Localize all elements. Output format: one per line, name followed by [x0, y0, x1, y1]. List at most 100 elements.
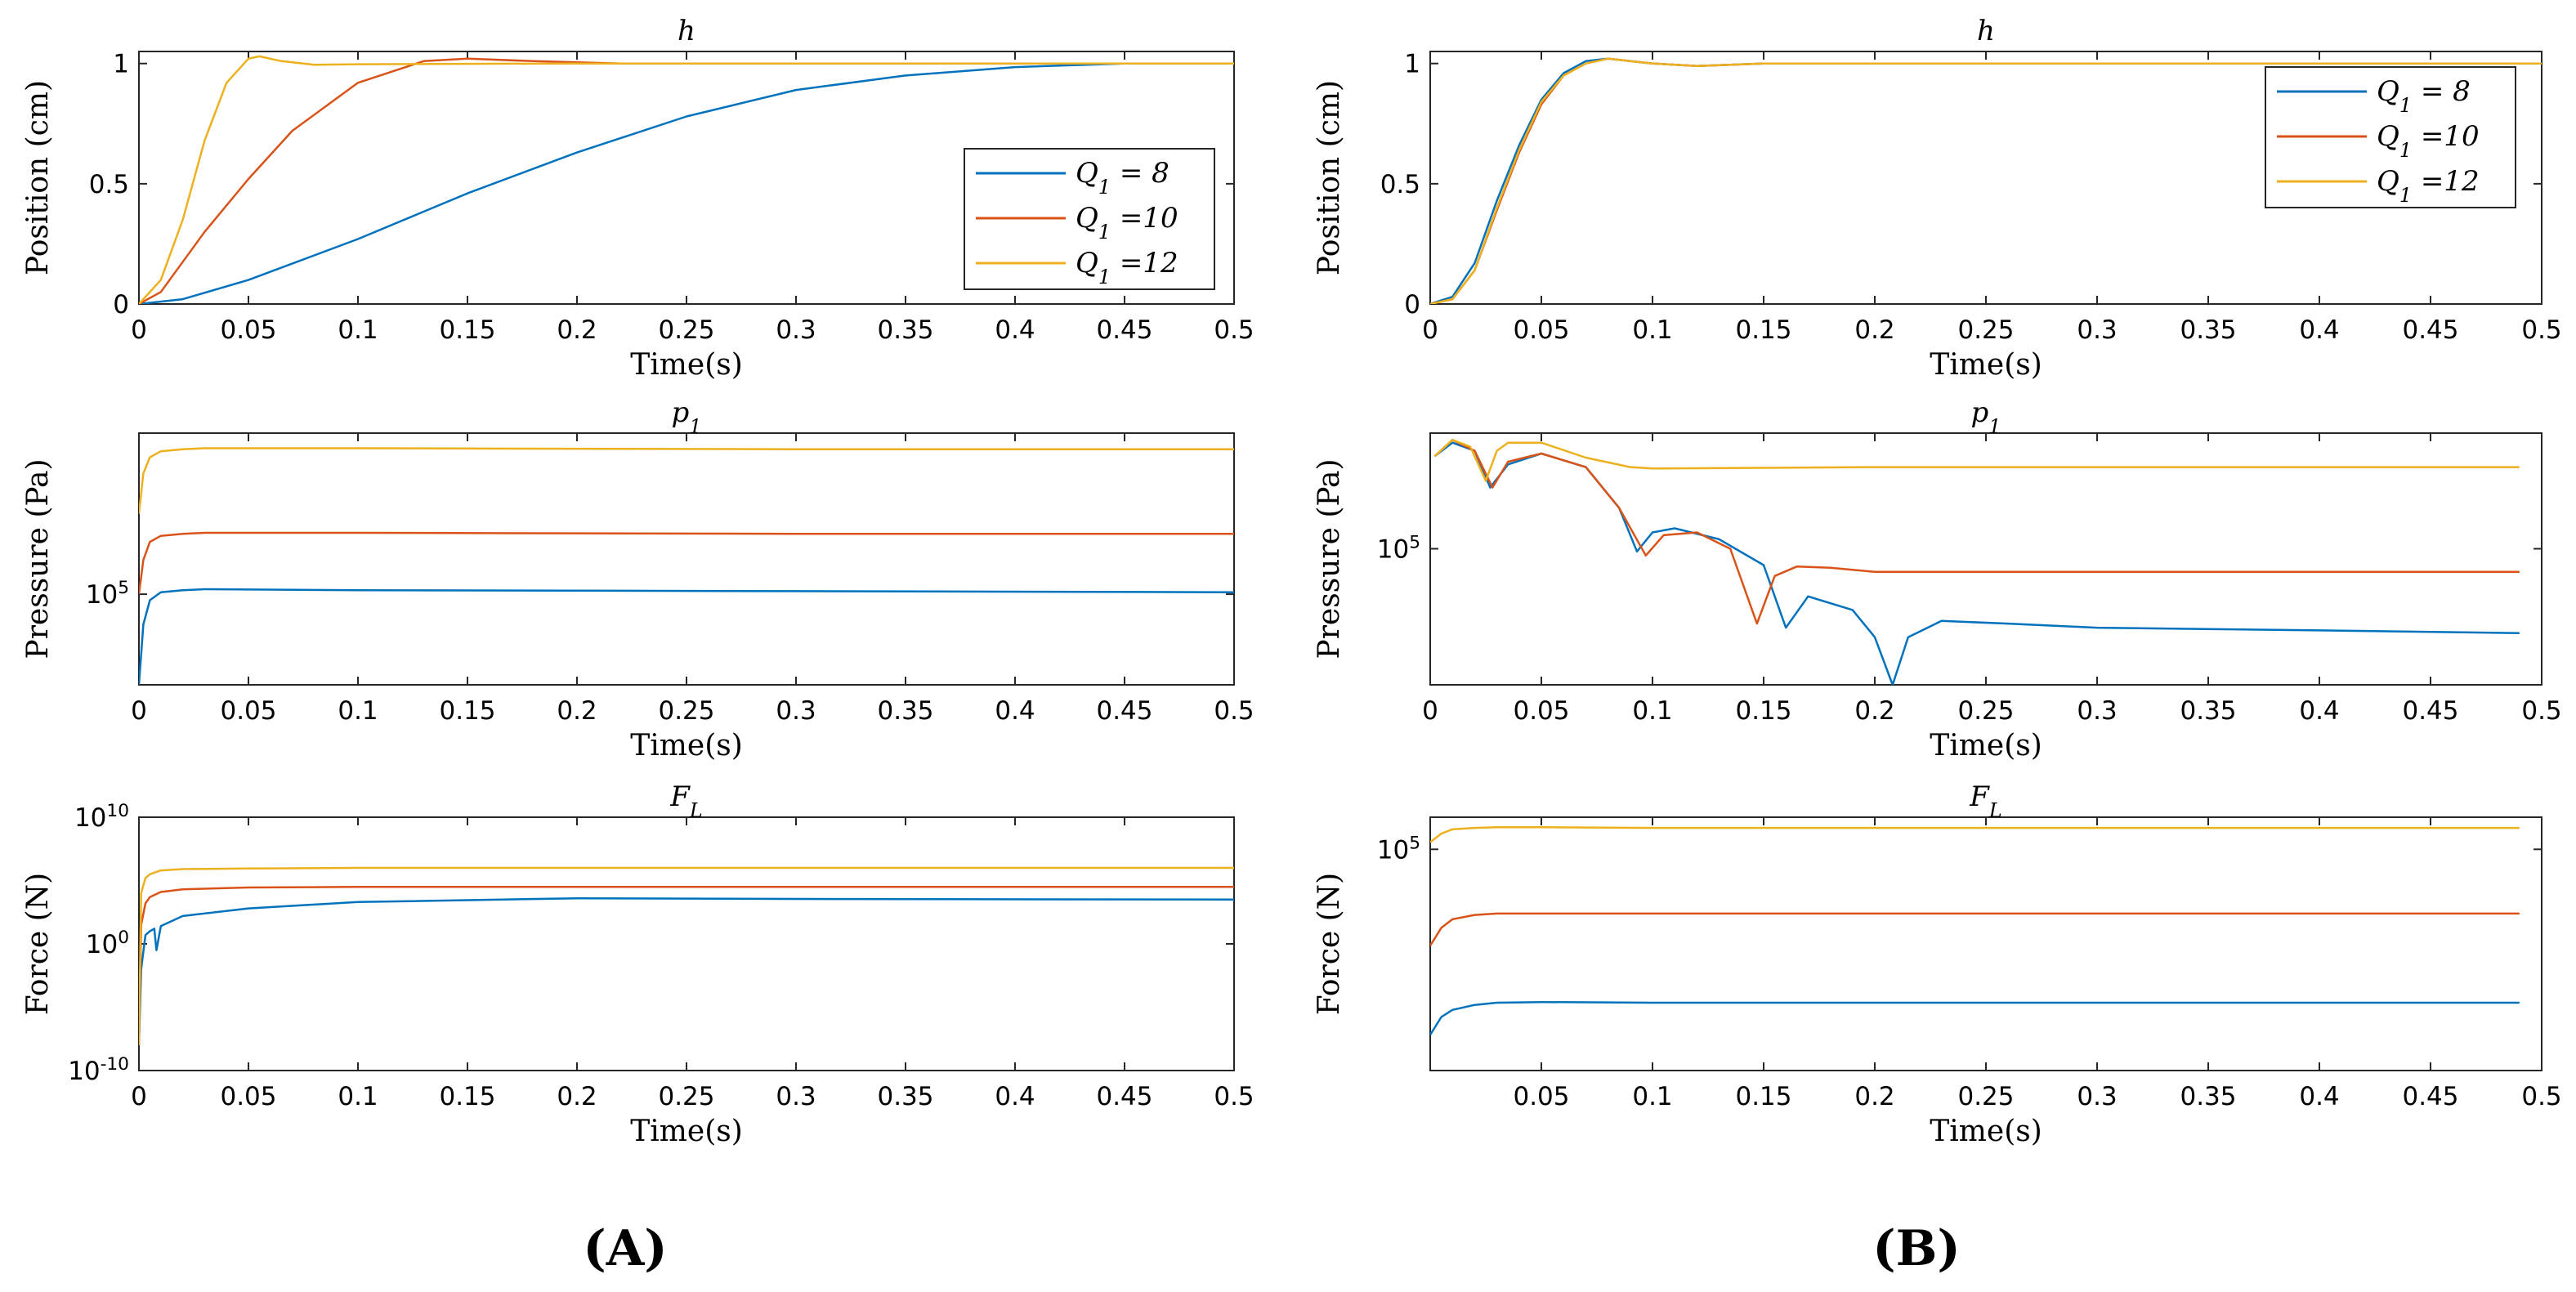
panel-label-a: (A) — [583, 1220, 667, 1277]
x-tick-label: 0.15 — [1735, 315, 1791, 345]
x-tick-label: 0 — [1422, 696, 1438, 726]
legend-entry: Q1 =12 — [2377, 165, 2480, 207]
x-axis-label: Time(s) — [1930, 348, 2042, 382]
x-tick-label: 0.25 — [1957, 696, 2014, 726]
legend-entry: Q1 = 8 — [1076, 157, 1169, 199]
x-tick-label: 0.45 — [2402, 315, 2458, 345]
axes-box — [138, 432, 1235, 686]
y-tick-label: 100 — [86, 928, 129, 960]
x-tick-label: 0.05 — [220, 315, 276, 345]
x-tick-label: 0 — [1422, 315, 1438, 345]
x-tick-label: 0.5 — [2521, 696, 2561, 726]
series-line — [1433, 439, 2520, 482]
chart-title: p1 — [1971, 396, 2001, 438]
x-tick-label: 0.4 — [2299, 315, 2339, 345]
series-line — [139, 55, 1234, 304]
y-tick-label: 105 — [86, 578, 129, 610]
series-line — [1433, 439, 2520, 625]
y-tick-label: 1010 — [74, 801, 129, 834]
x-tick-label: 0.5 — [1214, 315, 1254, 345]
x-tick-label: 0.05 — [1513, 315, 1569, 345]
x-tick-label: 0.35 — [877, 696, 933, 726]
series-line — [139, 866, 1234, 1046]
x-tick-label: 0.5 — [1214, 1082, 1254, 1111]
x-tick-label: 0.45 — [1096, 315, 1152, 345]
chart-title: FL — [669, 780, 702, 822]
x-tick-label: 0.25 — [658, 315, 714, 345]
x-tick-label: 0.4 — [995, 315, 1035, 345]
x-tick-label: 0.45 — [1096, 1082, 1152, 1111]
y-tick-label: 0 — [113, 290, 129, 320]
chart-B-h: 0 0.05 0.1 0.15 0.2 0.25 0.3 0.35 0.4 0.45 0.5 0 0.5… — [1313, 15, 2562, 382]
series-line — [1430, 57, 2542, 304]
series-line — [1430, 912, 2520, 946]
y-axis-label: Pressure (Pa) — [1313, 459, 1346, 659]
x-tick-label: 0.1 — [338, 315, 378, 345]
x-tick-label: 0.35 — [2180, 315, 2236, 345]
x-tick-label: 0.05 — [1513, 696, 1569, 726]
x-tick-label: 0.2 — [1854, 696, 1894, 726]
x-tick-label: 0.2 — [1854, 1082, 1894, 1111]
series-line — [1430, 825, 2520, 843]
x-tick-label: 0.3 — [776, 1082, 816, 1111]
x-tick-label: 0.15 — [1735, 696, 1791, 726]
x-axis-label: Time(s) — [1930, 729, 2042, 762]
x-tick-label: 0.15 — [439, 315, 495, 345]
x-tick-label: 0.4 — [995, 1082, 1035, 1111]
y-tick-label: 1 — [1404, 50, 1420, 79]
x-axis-label: Time(s) — [630, 1115, 743, 1148]
x-tick-label: 0.2 — [557, 1082, 597, 1111]
y-tick-label: 1 — [113, 50, 129, 79]
chart-B-p1: 0 0.05 0.1 0.15 0.2 0.25 0.3 0.35 0.4 0.45 0.5 105 p… — [1313, 396, 2562, 762]
x-tick-label: 0.35 — [2180, 696, 2236, 726]
x-axis-label: Time(s) — [1930, 1115, 2042, 1148]
chart-B-FL: 0.05 0.1 0.15 0.2 0.25 0.3 0.35 0.4 0.45 0.5 105 FL… — [1313, 780, 2562, 1148]
axes-box — [1429, 816, 2542, 1071]
x-tick-label: 0 — [131, 696, 147, 726]
x-tick-label: 0.4 — [995, 696, 1035, 726]
x-tick-label: 0.45 — [1096, 696, 1152, 726]
chart-title: FL — [1969, 780, 2001, 822]
chart-A-h: 0 0.05 0.1 0.15 0.2 0.25 0.3 0.35 0.4 0.45 0.5 0 0.5… — [21, 15, 1254, 382]
x-tick-label: 0.4 — [2299, 1082, 2339, 1111]
y-axis-label: Force (N) — [21, 873, 55, 1015]
legend-entry: Q1 =10 — [1076, 202, 1178, 244]
legend-entry: Q1 = 8 — [2377, 75, 2471, 117]
x-tick-label: 0 — [131, 315, 147, 345]
x-tick-label: 0.25 — [658, 1082, 714, 1111]
x-tick-label: 0.3 — [2077, 315, 2117, 345]
x-tick-label: 0.25 — [1957, 315, 2014, 345]
x-tick-label: 0 — [131, 1082, 147, 1111]
x-tick-label: 0.4 — [2299, 696, 2339, 726]
x-tick-label: 0.5 — [1214, 696, 1254, 726]
x-tick-label: 0.35 — [2180, 1082, 2236, 1111]
y-axis-label: Position (cm) — [21, 80, 55, 275]
x-tick-label: 0.2 — [557, 696, 597, 726]
x-tick-label: 0.05 — [1513, 1082, 1569, 1111]
x-tick-label: 0.5 — [2521, 1082, 2561, 1111]
axes-box — [138, 816, 1235, 1071]
y-tick-label: 0.5 — [1380, 170, 1420, 199]
x-tick-label: 0.3 — [776, 315, 816, 345]
chart-title: h — [678, 15, 695, 47]
series-line — [139, 531, 1234, 595]
series-line — [139, 447, 1234, 514]
x-tick-label: 0.3 — [2077, 1082, 2117, 1111]
axes-box — [1429, 432, 2542, 686]
x-tick-label: 0.05 — [220, 696, 276, 726]
panel-label-b: (B) — [1872, 1220, 1961, 1277]
x-tick-label: 0.15 — [1735, 1082, 1791, 1111]
series-line — [1430, 1000, 2520, 1035]
series-line — [139, 62, 1234, 304]
x-tick-label: 0.1 — [1632, 315, 1672, 345]
chart-title: p1 — [672, 396, 702, 438]
x-tick-label: 0.5 — [2521, 315, 2561, 345]
x-tick-label: 0.45 — [2402, 696, 2458, 726]
x-tick-label: 0.1 — [338, 696, 378, 726]
x-axis-label: Time(s) — [630, 729, 743, 762]
y-axis-label: Position (cm) — [1313, 80, 1346, 275]
chart-A-p1: 0 0.05 0.1 0.15 0.2 0.25 0.3 0.35 0.4 0.45 0.5 105 p… — [21, 396, 1254, 762]
series-line — [139, 886, 1234, 1046]
